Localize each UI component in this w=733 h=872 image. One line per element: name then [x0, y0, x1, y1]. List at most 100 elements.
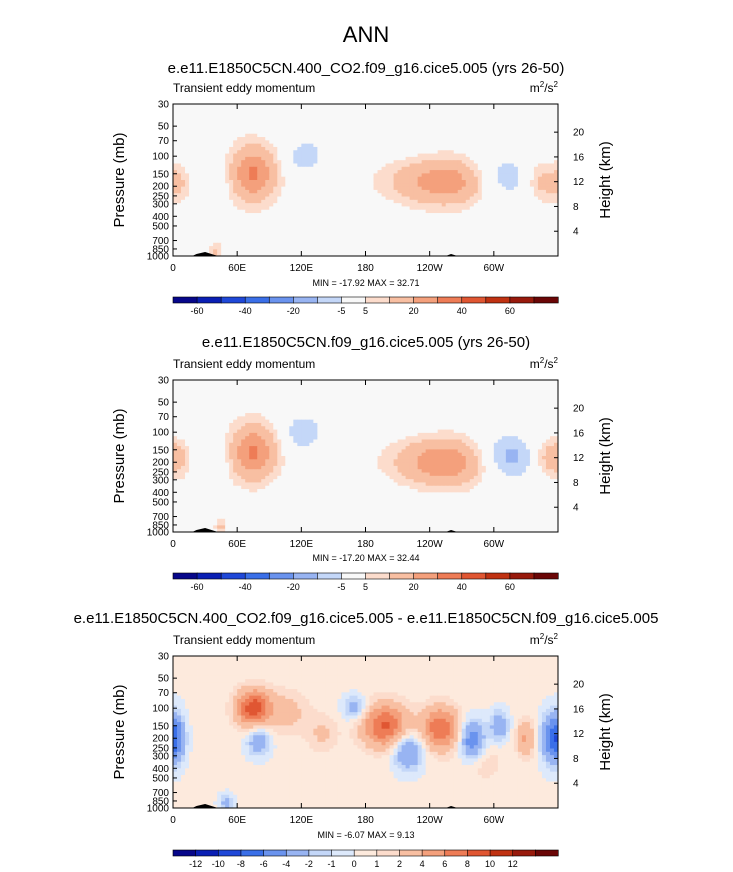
- field-cell: [353, 193, 358, 197]
- field-cell: [449, 189, 455, 194]
- field-cell: [245, 140, 250, 145]
- field-cell: [421, 163, 427, 168]
- field-cell: [401, 189, 406, 194]
- field-cell: [317, 389, 322, 394]
- y-tick-label: 400: [152, 212, 169, 223]
- field-cell: [465, 193, 471, 197]
- field-cell: [545, 216, 551, 221]
- field-cell: [261, 213, 266, 217]
- field-cell: [525, 146, 531, 151]
- field-cell: [241, 219, 246, 224]
- field-cell: [317, 127, 322, 131]
- field-cell: [353, 246, 358, 250]
- field-cell: [513, 236, 519, 240]
- field-cell: [201, 133, 206, 138]
- field-cell: [381, 183, 386, 187]
- field-cell: [413, 170, 419, 174]
- field-cell: [409, 146, 415, 151]
- units-label: m2/s2: [530, 80, 559, 95]
- field-cell: [449, 153, 455, 158]
- field-cell: [349, 203, 354, 207]
- field-cell: [545, 133, 551, 138]
- field-cell: [541, 163, 547, 168]
- field-cell: [333, 163, 338, 168]
- field-cell: [453, 150, 459, 154]
- y-tick-label: 50: [158, 122, 170, 133]
- field-cell: [269, 180, 274, 184]
- field-cell: [513, 189, 519, 194]
- field-cell: [405, 196, 411, 201]
- field-cell: [449, 137, 455, 141]
- field-cell: [321, 173, 326, 178]
- field-cell: [505, 113, 511, 118]
- field-cell: [477, 113, 483, 118]
- field-cell: [201, 146, 206, 151]
- field-cell: [313, 380, 318, 384]
- field-cell: [517, 123, 523, 128]
- field-cell: [217, 252, 222, 257]
- field-cell: [377, 199, 382, 204]
- field-cell: [457, 107, 463, 111]
- field-cell: [229, 160, 234, 164]
- field-cell: [361, 180, 366, 184]
- field-cell: [385, 383, 390, 387]
- field-cell: [509, 222, 515, 227]
- field-cell: [493, 104, 499, 108]
- field-cell: [177, 120, 182, 125]
- field-cell: [545, 226, 551, 230]
- field-cell: [313, 170, 318, 174]
- field-cell: [217, 246, 222, 250]
- field-cell: [301, 189, 306, 194]
- field-cell: [509, 242, 515, 247]
- field-cell: [177, 176, 182, 181]
- field-cell: [437, 176, 443, 181]
- field-cell: [225, 173, 230, 178]
- field-cell: [333, 133, 338, 138]
- field-cell: [173, 150, 178, 154]
- field-cell: [469, 196, 475, 201]
- field-cell: [197, 127, 202, 131]
- field-cell: [189, 383, 194, 387]
- field-cell: [301, 127, 306, 131]
- field-cell: [213, 386, 218, 391]
- field-cell: [181, 117, 186, 121]
- field-cell: [493, 252, 499, 257]
- field-cell: [401, 206, 406, 211]
- field-cell: [493, 110, 499, 115]
- field-cell: [549, 222, 555, 227]
- field-cell: [445, 127, 451, 131]
- field-cell: [261, 189, 266, 194]
- field-cell: [501, 203, 507, 207]
- field-cell: [541, 242, 547, 247]
- field-cell: [329, 252, 334, 257]
- field-cell: [429, 196, 435, 201]
- field-cell: [205, 170, 210, 174]
- field-cell: [385, 146, 390, 151]
- field-cell: [449, 249, 455, 254]
- field-cell: [341, 143, 346, 148]
- field-cell: [489, 137, 495, 141]
- field-cell: [325, 203, 330, 207]
- field-cell: [253, 386, 258, 391]
- field-cell: [373, 160, 378, 164]
- field-cell: [225, 389, 230, 394]
- field-cell: [533, 127, 539, 131]
- field-cell: [477, 104, 483, 108]
- field-cell: [325, 156, 330, 161]
- field-cell: [189, 393, 194, 397]
- field-cell: [225, 239, 230, 244]
- field-cell: [365, 242, 370, 247]
- field-cell: [397, 236, 402, 240]
- field-cell: [365, 176, 370, 181]
- field-cell: [197, 236, 202, 240]
- field-cell: [173, 393, 178, 397]
- field-cell: [241, 226, 246, 230]
- field-cell: [429, 176, 435, 181]
- x-tick-label: 0: [170, 263, 176, 274]
- field-cell: [361, 196, 366, 201]
- field-cell: [241, 160, 246, 164]
- field-cell: [433, 246, 439, 250]
- field-cell: [185, 186, 190, 191]
- field-cell: [477, 123, 483, 128]
- field-cell: [265, 117, 270, 121]
